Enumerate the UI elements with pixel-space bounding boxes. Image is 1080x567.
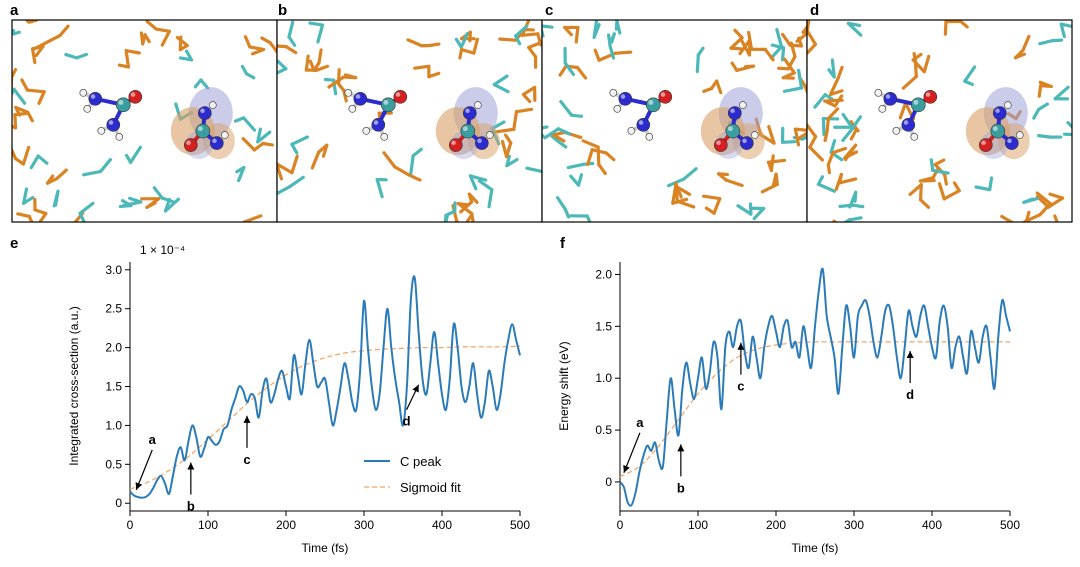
- f-ytick-label: 2.0: [595, 267, 612, 281]
- f-ytick-label: 0.5: [595, 423, 612, 437]
- e-ytick-label: 1.5: [105, 380, 122, 394]
- panel-label-a: a: [10, 2, 19, 19]
- f-xtick-label: 500: [1000, 518, 1020, 532]
- f-ytick-label: 1.0: [595, 371, 612, 385]
- e-xtick-label: 300: [354, 518, 374, 532]
- f-arrowhead-c: [737, 342, 745, 350]
- f-arrowhead-d: [906, 351, 914, 358]
- e-arrowhead-b: [187, 462, 195, 470]
- e-xtick-label: 0: [127, 518, 134, 532]
- f-arrow-a: [623, 432, 641, 473]
- panel-label-f: f: [560, 235, 565, 252]
- f-xtick-label: 200: [766, 518, 786, 532]
- panel-label-d: d: [810, 2, 820, 19]
- f-xtick-label: 400: [922, 518, 942, 532]
- molecule-panel-a: [11, 19, 278, 223]
- f-xtick-label: 100: [688, 518, 708, 532]
- f-arrowhead-a: [623, 464, 630, 473]
- f-xtick-label: 0: [617, 518, 624, 532]
- molecule-panel-d: [806, 19, 1073, 223]
- e-xtick-label: 500: [510, 518, 530, 532]
- chart-e-ylabel: Integrated cross-section (a.u.): [67, 306, 81, 465]
- e-annotation-d: d: [403, 414, 411, 429]
- chart-f-xlabel: Time (fs): [792, 541, 839, 555]
- panel-label-c: c: [545, 2, 554, 19]
- e-xtick-label: 100: [198, 518, 218, 532]
- molecular-snapshots: [11, 19, 1073, 223]
- e-arrowhead-d: [412, 384, 419, 393]
- f-arrowhead-b: [677, 444, 685, 452]
- chart-e-legend: C peak Sigmoid fit: [364, 454, 461, 495]
- e-xtick-label: 400: [432, 518, 452, 532]
- f-annotation-c: c: [737, 379, 744, 394]
- e-annotation-b: b: [187, 499, 195, 514]
- e-ytick-label: 3.0: [105, 263, 122, 277]
- chart-f: 0 100 200 300 400 500 0 0.5 1.0 1.5 2.0 Time (fs)…: [557, 262, 1020, 555]
- e-ytick-label: 1.0: [105, 418, 122, 432]
- f-ytick-label: 0: [605, 475, 612, 489]
- f-annotation-b: b: [677, 480, 685, 495]
- e-arrowhead-a: [135, 482, 143, 490]
- e-annotation-a: a: [149, 432, 157, 447]
- molecule-panel-b: [276, 19, 543, 223]
- chart-f-sigmoid-line: [619, 341, 1010, 478]
- e-xtick-label: 200: [276, 518, 296, 532]
- f-xtick-label: 300: [844, 518, 864, 532]
- f-ytick-label: 1.5: [595, 319, 612, 333]
- panel-label-b: b: [278, 2, 288, 19]
- molecule-panel-c: [541, 19, 808, 223]
- e-ytick-label: 0.5: [105, 457, 122, 471]
- chart-e-multiplier: 1 × 10⁻⁴: [140, 243, 185, 257]
- e-ytick-label: 2.5: [105, 302, 122, 316]
- e-ytick-label: 2.0: [105, 341, 122, 355]
- e-arrow-a: [135, 449, 153, 491]
- legend-sigmoid-label: Sigmoid fit: [400, 480, 461, 495]
- e-annotation-c: c: [243, 452, 250, 467]
- f-annotation-a: a: [636, 415, 644, 430]
- e-ytick-label: 0: [115, 496, 122, 510]
- chart-f-ylabel: Energy shift (eV): [557, 341, 571, 430]
- chart-e: 0 100 200 300 400 500 0 0.5 1.0 1.5 2.0 2.5 3.0 1 ×…: [67, 243, 530, 555]
- legend-cpeak-label: C peak: [400, 454, 442, 469]
- f-annotation-d: d: [906, 387, 914, 402]
- chart-e-sigmoid-line: [129, 345, 521, 490]
- chart-e-cpeak-line: [129, 275, 521, 499]
- chart-e-xlabel: Time (fs): [302, 541, 349, 555]
- chart-f-cpeak-line: [619, 267, 1011, 507]
- e-arrowhead-c: [243, 415, 251, 423]
- panel-label-e: e: [10, 235, 19, 252]
